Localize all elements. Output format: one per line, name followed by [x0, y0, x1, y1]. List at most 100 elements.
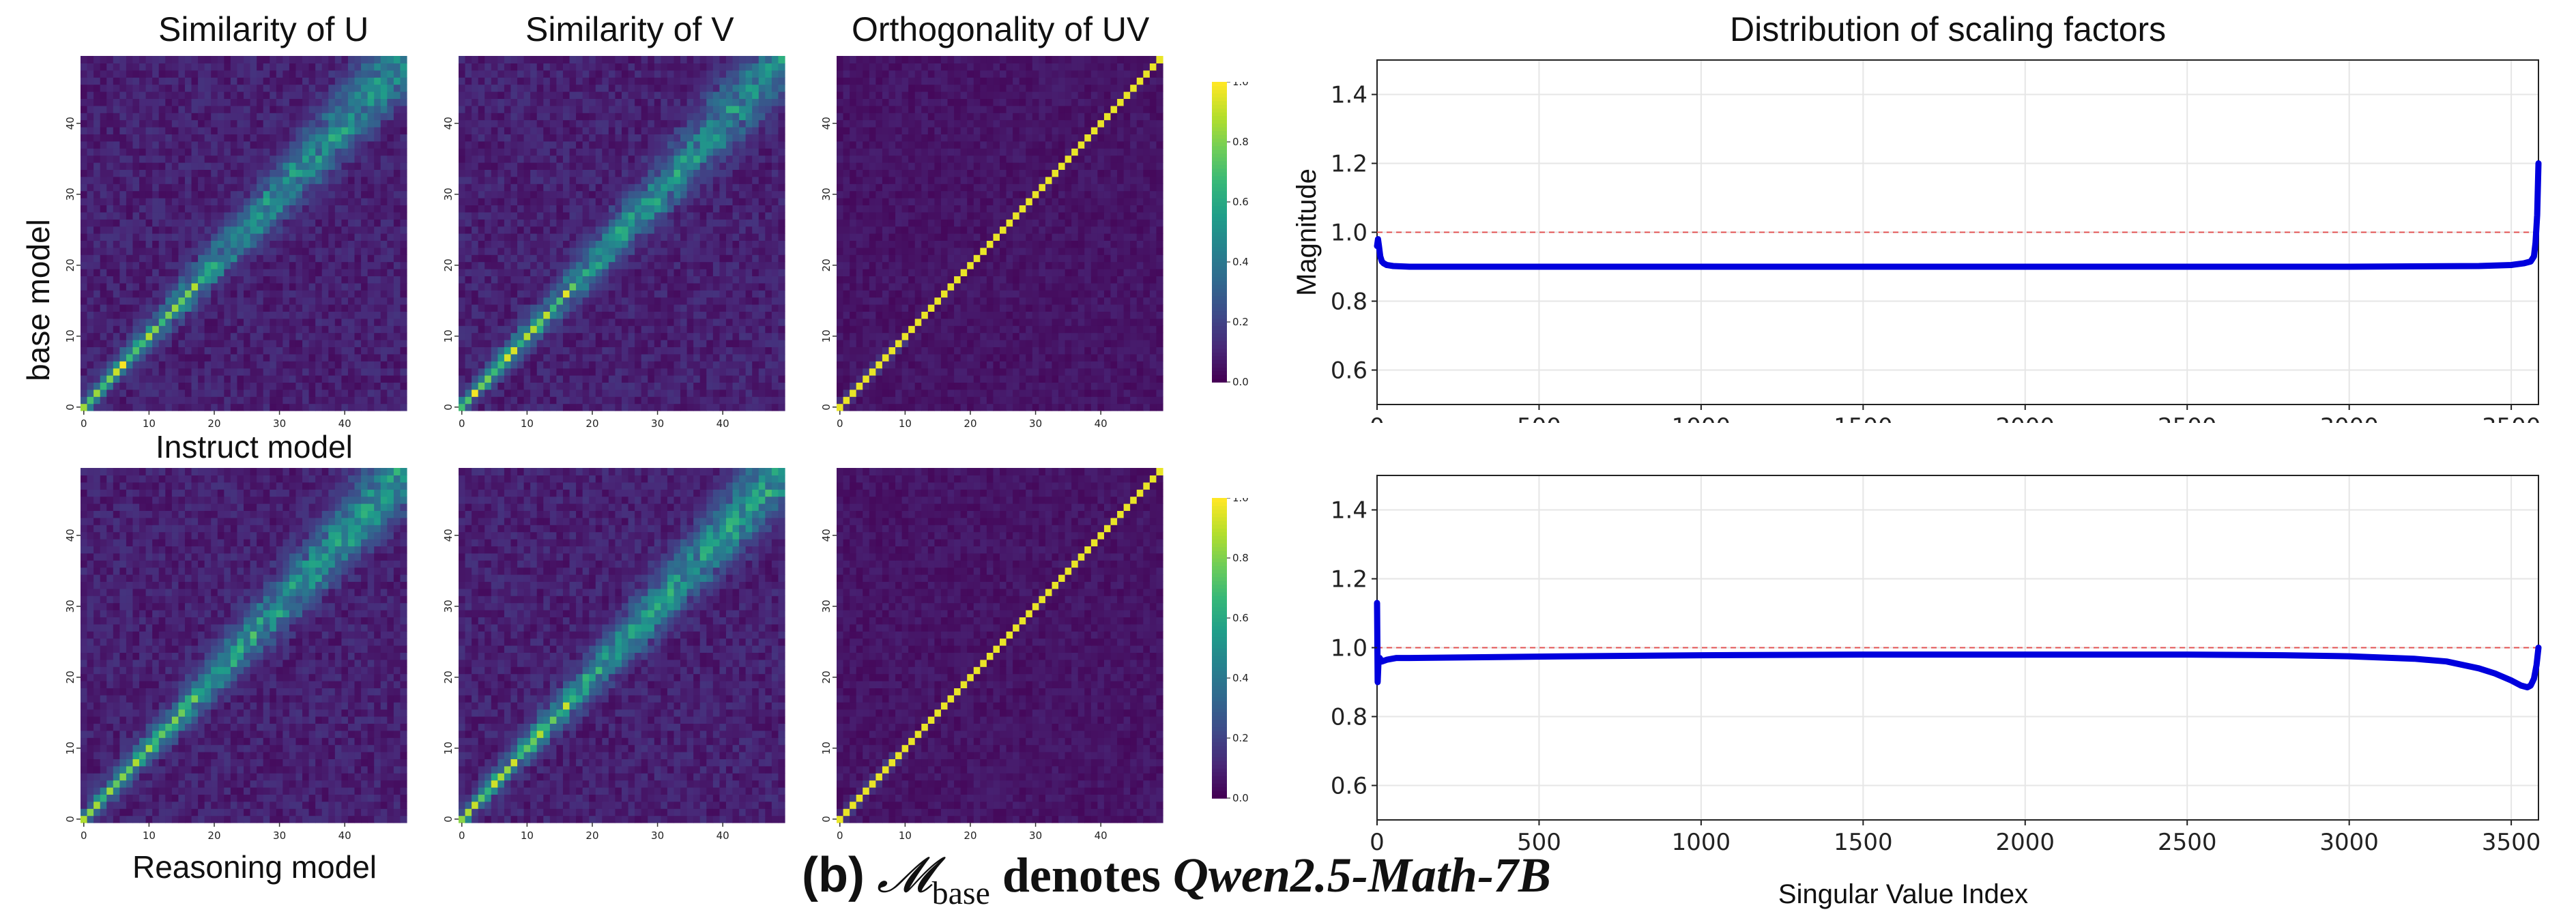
heatmap-cell	[641, 248, 648, 255]
heatmap-cell	[276, 198, 283, 205]
heatmap-cell	[368, 98, 375, 106]
heatmap-cell	[106, 169, 113, 177]
heatmap-cell	[510, 304, 517, 312]
heatmap-cell	[589, 368, 596, 376]
heatmap-cell	[772, 361, 779, 368]
heatmap-cell	[465, 254, 472, 262]
heatmap-cell	[257, 375, 263, 383]
heatmap-cell	[641, 134, 648, 141]
heatmap-cell	[772, 106, 779, 113]
heatmap-cell	[570, 354, 577, 362]
heatmap-cell	[478, 375, 485, 383]
heatmap-cell	[93, 262, 100, 269]
heatmap-cell	[322, 183, 329, 191]
heatmap-cell	[263, 368, 270, 376]
heatmap-cell	[302, 269, 309, 276]
heatmap-cell	[739, 290, 746, 297]
heatmap-cell	[491, 198, 498, 205]
heatmap-cell	[257, 248, 263, 255]
heatmap-cell	[322, 70, 329, 78]
heatmap-cell	[126, 63, 133, 70]
heatmap-cell	[205, 311, 212, 319]
heatmap-cell	[139, 191, 146, 198]
heatmap-cell	[355, 219, 362, 226]
heatmap-cell	[609, 340, 616, 347]
heatmap-cell	[106, 319, 113, 326]
heatmap-cell	[257, 319, 263, 326]
heatmap-cell	[113, 219, 120, 226]
heatmap-cell	[680, 347, 687, 354]
heatmap-cell	[152, 205, 159, 212]
heatmap-cell	[726, 219, 733, 226]
heatmap-cell	[635, 183, 641, 191]
heatmap-cell	[289, 63, 296, 70]
heatmap-cell	[706, 191, 713, 198]
heatmap-cell	[152, 382, 159, 389]
heatmap-cell	[628, 70, 635, 78]
heatmap-cell	[374, 134, 381, 141]
heatmap-cell	[674, 219, 680, 226]
heatmap-cell	[615, 254, 622, 262]
heatmap-cell	[198, 290, 205, 297]
heatmap-cell	[622, 304, 628, 312]
heatmap-cell	[211, 113, 218, 120]
heatmap-cell	[198, 240, 205, 248]
heatmap-cell	[341, 183, 348, 191]
heatmap-cell	[387, 311, 394, 319]
heatmap-cell	[583, 290, 590, 297]
heatmap-cell	[387, 333, 394, 340]
heatmap-cell	[224, 120, 231, 128]
heatmap-cell	[400, 311, 407, 319]
heatmap-cell	[648, 70, 654, 78]
heatmap-cell	[537, 333, 544, 340]
heatmap-cell	[132, 340, 139, 347]
heatmap-cell	[387, 177, 394, 184]
heatmap-cell	[185, 304, 192, 312]
heatmap-cell	[654, 396, 661, 404]
heatmap-cell	[270, 404, 276, 411]
heatmap-cell	[537, 262, 544, 269]
heatmap-cell	[126, 91, 133, 99]
heatmap-cell	[524, 70, 531, 78]
heatmap-cell	[198, 63, 205, 70]
heatmap-cell	[739, 70, 746, 78]
heatmap-cell	[472, 361, 478, 368]
heatmap-cell	[81, 325, 87, 333]
heatmap-cell	[472, 325, 478, 333]
heatmap-cell	[211, 325, 218, 333]
heatmap-cell	[478, 262, 485, 269]
heatmap-cell	[615, 319, 622, 326]
heatmap-cell	[563, 311, 570, 319]
heatmap-cell	[211, 85, 218, 92]
heatmap-cell	[387, 63, 394, 70]
heatmap-cell	[276, 63, 283, 70]
heatmap-cell	[596, 269, 603, 276]
heatmap-cell	[654, 106, 661, 113]
heatmap-cell	[472, 233, 478, 241]
heatmap-cell	[491, 212, 498, 220]
heatmap-cell	[706, 162, 713, 170]
heatmap-cell	[185, 233, 192, 241]
heatmap-cell	[172, 396, 179, 404]
heatmap-cell	[387, 304, 394, 312]
heatmap-cell	[746, 63, 753, 70]
heatmap-cell	[543, 91, 550, 99]
heatmap-cell	[615, 311, 622, 319]
heatmap-cell	[693, 198, 700, 205]
heatmap-cell	[335, 233, 342, 241]
heatmap-cell	[263, 98, 270, 106]
heatmap-cell	[315, 382, 322, 389]
heatmap-cell	[484, 156, 491, 163]
heatmap-cell	[341, 120, 348, 128]
heatmap-cell	[295, 56, 302, 63]
heatmap-cell	[530, 404, 537, 411]
heatmap-cell	[635, 248, 641, 255]
heatmap-cell	[205, 290, 212, 297]
heatmap-cell	[328, 148, 335, 156]
heatmap-cell	[478, 219, 485, 226]
heatmap-cell	[746, 70, 753, 78]
heatmap-cell	[289, 375, 296, 383]
heatmap-cell	[778, 396, 785, 404]
heatmap-cell	[119, 212, 126, 220]
heatmap-cell	[244, 177, 250, 184]
